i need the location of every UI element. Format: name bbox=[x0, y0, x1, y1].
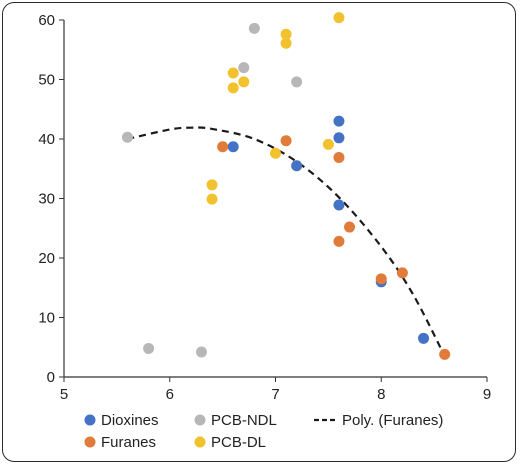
legend-label: Poly. (Furanes) bbox=[342, 412, 443, 429]
point-pcb-ndl bbox=[248, 22, 260, 34]
legend-dot-swatch bbox=[84, 436, 96, 448]
chart-frame bbox=[2, 2, 516, 462]
y-tick-label: 40 bbox=[38, 131, 55, 148]
x-tick-label: 8 bbox=[377, 386, 385, 403]
point-pcb-dl bbox=[270, 147, 281, 159]
data-points bbox=[121, 12, 451, 360]
y-tick-label: 50 bbox=[38, 72, 55, 89]
point-pcb-dl bbox=[280, 28, 292, 40]
point-pcb-dl bbox=[333, 12, 345, 24]
tick-labels: 5 6 7 8 9 0 10 20 30 40 50 60 bbox=[38, 12, 491, 403]
point-pcb-ndl bbox=[195, 346, 207, 358]
y-tick-label: 30 bbox=[38, 191, 55, 208]
legend-dot-swatch bbox=[194, 436, 206, 448]
point-pcb-dl bbox=[206, 179, 218, 191]
y-tick-label: 60 bbox=[38, 12, 55, 29]
trendline-poly-furanes bbox=[127, 126, 446, 357]
y-tick-label: 10 bbox=[38, 310, 55, 327]
point-pcb-dl bbox=[322, 138, 334, 150]
x-tick-label: 5 bbox=[60, 386, 68, 403]
legend-dot-swatch bbox=[194, 414, 206, 426]
point-dioxines bbox=[291, 160, 303, 172]
point-pcb-ndl bbox=[238, 62, 250, 74]
point-pcb-dl bbox=[238, 76, 250, 88]
point-furanes bbox=[217, 141, 229, 153]
legend-item-poly-furanes: Poly. (Furanes) bbox=[314, 412, 443, 429]
legend-label: Dioxines bbox=[101, 412, 159, 429]
point-pcb-dl bbox=[227, 67, 239, 79]
x-tick-label: 9 bbox=[483, 386, 491, 403]
point-pcb-ndl bbox=[291, 76, 303, 88]
legend-label: Furanes bbox=[101, 434, 156, 451]
y-tick-label: 0 bbox=[47, 369, 55, 386]
trendline-layer bbox=[127, 126, 446, 357]
axes bbox=[63, 20, 487, 378]
point-pcb-dl bbox=[280, 37, 292, 49]
point-pcb-ndl bbox=[143, 342, 155, 354]
point-pcb-ndl bbox=[121, 131, 133, 143]
point-furanes bbox=[333, 235, 345, 247]
point-furanes bbox=[439, 348, 451, 360]
point-pcb-dl bbox=[206, 193, 218, 205]
point-furanes bbox=[396, 267, 408, 279]
point-furanes bbox=[375, 273, 387, 285]
legend-item-pcb-dl: PCB-DL bbox=[194, 434, 266, 451]
point-furanes bbox=[280, 135, 292, 147]
legend-item-furanes: Furanes bbox=[84, 434, 156, 451]
x-tick-label: 7 bbox=[271, 386, 279, 403]
point-pcb-dl bbox=[227, 82, 239, 94]
point-dioxines bbox=[418, 332, 430, 344]
legend-dot-swatch bbox=[84, 414, 96, 426]
point-dioxines bbox=[333, 199, 345, 211]
point-dioxines bbox=[333, 132, 345, 144]
legend-label: PCB-NDL bbox=[211, 412, 277, 429]
legend-label: PCB-DL bbox=[211, 434, 266, 451]
legend-item-dioxines: Dioxines bbox=[84, 412, 159, 429]
legend: Dioxines PCB-NDL Poly. (Furanes) Furanes PCB… bbox=[84, 412, 443, 451]
point-furanes bbox=[333, 151, 345, 163]
y-tick-label: 20 bbox=[38, 250, 55, 267]
point-dioxines bbox=[333, 115, 345, 127]
point-dioxines bbox=[227, 141, 239, 153]
point-furanes bbox=[344, 221, 356, 233]
x-tick-label: 6 bbox=[166, 386, 174, 403]
legend-item-pcb-ndl: PCB-NDL bbox=[194, 412, 277, 429]
